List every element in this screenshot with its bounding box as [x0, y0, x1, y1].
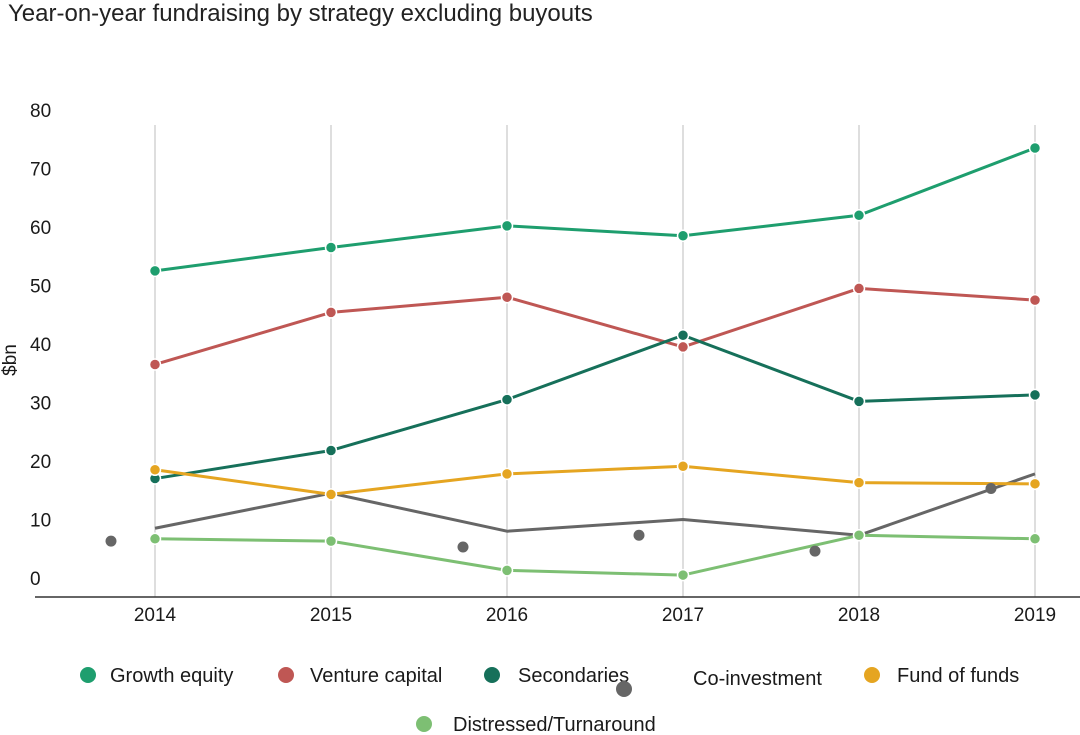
- gridlines: [154, 125, 1036, 597]
- x-tick-label-2018: 2018: [838, 605, 880, 626]
- x-tick-label-2017: 2017: [662, 605, 704, 626]
- axes: 2014 2015 2016 2017 2018 2019 0 10 20 30 40 50 60 70 8…: [0, 101, 1080, 626]
- point-distressed-turnaround-2017: [676, 568, 690, 582]
- point-growth-equity-2015: [324, 241, 338, 254]
- point-growth-equity-2016: [500, 219, 514, 233]
- point-co-investment-extra-4: [985, 482, 997, 494]
- x-tick-label-2016: 2016: [486, 605, 528, 626]
- point-venture-capital-2014: [148, 358, 162, 371]
- point-secondaries-2017: [676, 328, 690, 342]
- point-growth-equity-2019: [1028, 141, 1042, 155]
- point-venture-capital-2018: [852, 282, 866, 295]
- y-tick-label-60: 60: [30, 218, 51, 239]
- point-co-investment-extra-2: [633, 529, 645, 541]
- legend-label-growth-equity: Growth equity: [110, 665, 233, 687]
- point-venture-capital-2016: [500, 290, 514, 304]
- point-venture-capital-2017: [676, 340, 690, 354]
- legend-swatch-fund-of-funds: [864, 667, 880, 683]
- x-tick-label-2015: 2015: [310, 605, 352, 626]
- x-tick-label-2019: 2019: [1014, 605, 1056, 626]
- x-tick-label-2014: 2014: [134, 605, 177, 626]
- y-tick-label-40: 40: [30, 335, 51, 356]
- y-tick-label-70: 70: [30, 160, 51, 181]
- legend-swatch-co-investment: [616, 681, 632, 697]
- point-growth-equity-2014: [148, 264, 162, 278]
- series-markers: [105, 141, 1042, 582]
- series-line-secondaries: [154, 333, 1036, 481]
- y-tick-label-50: 50: [30, 277, 51, 298]
- legend-swatch-distressed-turnaround: [416, 716, 432, 732]
- point-fund-of-funds-2016: [500, 467, 514, 481]
- chart-title: Year-on-year fundraising by strategy exc…: [8, 0, 593, 27]
- point-venture-capital-2019: [1028, 293, 1042, 307]
- legend-label-venture-capital: Venture capital: [310, 665, 442, 687]
- point-distressed-turnaround-2014: [148, 532, 162, 546]
- point-secondaries-2019: [1028, 388, 1042, 402]
- point-distressed-turnaround-2019: [1028, 532, 1042, 546]
- point-secondaries-2018: [852, 395, 866, 408]
- point-distressed-turnaround-2016: [500, 564, 514, 577]
- series-line-fund-of-funds: [154, 464, 1036, 496]
- y-tick-label-20: 20: [30, 452, 51, 473]
- legend: Growth equity Venture capital Secondaries C…: [80, 665, 1019, 735]
- legend-swatch-venture-capital: [278, 667, 294, 683]
- series-line-growth-equity: [154, 146, 1036, 273]
- y-tick-label-30: 30: [30, 394, 51, 415]
- point-fund-of-funds-2015: [324, 488, 338, 501]
- point-fund-of-funds-2014: [148, 463, 162, 477]
- legend-label-fund-of-funds: Fund of funds: [897, 665, 1019, 687]
- point-fund-of-funds-2017: [676, 460, 690, 473]
- y-tick-label-10: 10: [30, 511, 51, 532]
- legend-label-co-investment: Co-investment: [693, 668, 822, 690]
- point-fund-of-funds-2018: [852, 476, 866, 489]
- series-line-distressed-turnaround: [154, 533, 1036, 577]
- y-axis-label: $bn: [0, 344, 21, 376]
- y-tick-label-80: 80: [30, 101, 51, 122]
- point-secondaries-2015: [324, 444, 338, 457]
- point-growth-equity-2017: [676, 229, 690, 243]
- point-secondaries-2016: [500, 393, 514, 406]
- series-line-co-investment: [154, 472, 1036, 537]
- legend-swatch-growth-equity: [80, 667, 96, 683]
- legend-label-secondaries: Secondaries: [518, 665, 629, 687]
- series-line-venture-capital: [154, 286, 1036, 366]
- point-fund-of-funds-2019: [1028, 477, 1042, 491]
- legend-swatch-secondaries: [484, 667, 500, 683]
- legend-label-distressed-turnaround: Distressed/Turnaround: [453, 714, 656, 735]
- point-co-investment-extra-0: [105, 535, 117, 547]
- series-lines: [154, 146, 1036, 577]
- point-distressed-turnaround-2018: [852, 529, 866, 542]
- point-venture-capital-2015: [324, 306, 338, 319]
- point-co-investment-extra-1: [457, 541, 469, 553]
- y-tick-label-0: 0: [30, 569, 41, 590]
- point-growth-equity-2018: [852, 209, 866, 222]
- point-co-investment-extra-3: [809, 545, 821, 557]
- point-distressed-turnaround-2015: [324, 534, 338, 548]
